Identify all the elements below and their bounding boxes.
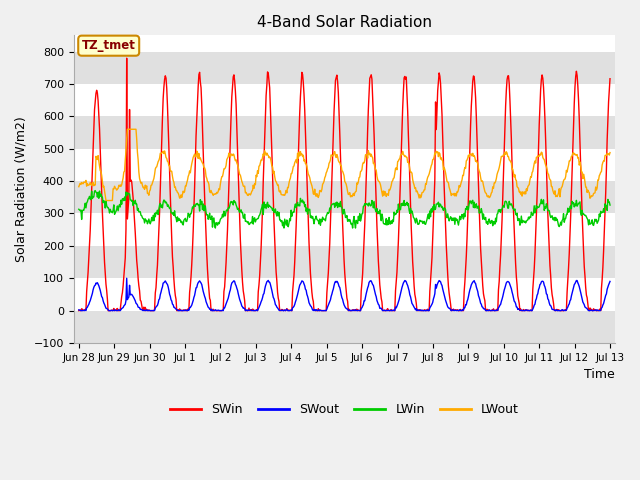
LWin (323, 212, 331, 217)
LWout (323, 168, 331, 174)
SWin (75, 308, 83, 313)
Line: LWout: LWout (79, 129, 610, 201)
Line: SWin: SWin (79, 58, 610, 311)
SWin (457, 307, 465, 312)
LWout (75, 184, 83, 190)
LWin (458, 215, 465, 220)
LWin (150, 218, 157, 224)
X-axis label: Time: Time (584, 368, 615, 381)
LWin (92, 188, 99, 193)
LWout (606, 150, 614, 156)
Text: TZ_tmet: TZ_tmet (82, 39, 136, 52)
SWout (151, 308, 159, 313)
SWin (123, 55, 131, 61)
SWout (78, 308, 86, 313)
Bar (74, 181, 615, 214)
SWout (323, 306, 331, 312)
SWout (123, 276, 131, 281)
SWin (470, 73, 477, 79)
LWin (303, 205, 310, 211)
SWout (470, 278, 478, 284)
LWout (458, 179, 465, 185)
LWin (77, 207, 84, 213)
LWout (124, 126, 131, 132)
Bar (74, 278, 615, 311)
Line: SWout: SWout (79, 278, 610, 311)
LWin (470, 199, 478, 205)
LWin (606, 202, 614, 208)
Line: LWin: LWin (79, 191, 610, 228)
SWout (77, 308, 84, 313)
LWout (303, 164, 310, 169)
SWin (606, 76, 614, 82)
Bar (74, 51, 615, 84)
Y-axis label: Solar Radiation (W/m2): Solar Radiation (W/m2) (15, 116, 28, 262)
Bar (74, 84, 615, 116)
Title: 4-Band Solar Radiation: 4-Band Solar Radiation (257, 15, 432, 30)
LWin (75, 206, 83, 212)
Bar (74, 311, 615, 343)
Bar (74, 116, 615, 149)
SWin (150, 308, 157, 313)
SWin (77, 308, 84, 313)
SWout (606, 278, 614, 284)
Bar (74, 149, 615, 181)
LWin (211, 225, 219, 231)
LWout (470, 153, 478, 158)
Bar (74, 246, 615, 278)
LWout (77, 181, 84, 187)
LWout (102, 198, 110, 204)
SWout (458, 308, 465, 313)
SWout (303, 291, 310, 297)
Legend: SWin, SWout, LWin, LWout: SWin, SWout, LWin, LWout (165, 398, 524, 421)
SWin (323, 308, 330, 313)
Bar (74, 214, 615, 246)
SWin (302, 150, 310, 156)
LWout (151, 171, 159, 177)
SWout (75, 307, 83, 313)
